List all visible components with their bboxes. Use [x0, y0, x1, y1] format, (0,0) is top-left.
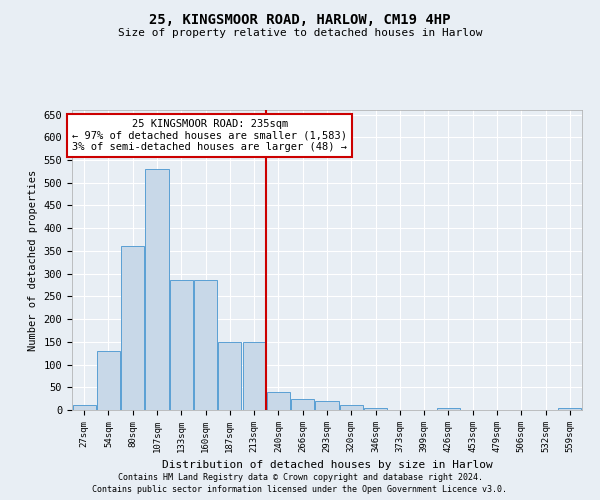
Text: Size of property relative to detached houses in Harlow: Size of property relative to detached ho… [118, 28, 482, 38]
Text: 25, KINGSMOOR ROAD, HARLOW, CM19 4HP: 25, KINGSMOOR ROAD, HARLOW, CM19 4HP [149, 12, 451, 26]
Bar [194, 280, 217, 410]
Bar [218, 342, 241, 410]
X-axis label: Distribution of detached houses by size in Harlow: Distribution of detached houses by size … [161, 460, 493, 470]
Text: 25 KINGSMOOR ROAD: 235sqm
← 97% of detached houses are smaller (1,583)
3% of sem: 25 KINGSMOOR ROAD: 235sqm ← 97% of detac… [72, 119, 347, 152]
Bar [267, 392, 290, 410]
Bar [316, 401, 338, 410]
Bar [73, 406, 95, 410]
Y-axis label: Number of detached properties: Number of detached properties [28, 170, 38, 350]
Bar [291, 398, 314, 410]
Text: Contains HM Land Registry data © Crown copyright and database right 2024.: Contains HM Land Registry data © Crown c… [118, 472, 482, 482]
Bar [145, 169, 169, 410]
Text: Contains public sector information licensed under the Open Government Licence v3: Contains public sector information licen… [92, 485, 508, 494]
Bar [97, 351, 120, 410]
Bar [340, 406, 363, 410]
Bar [242, 342, 266, 410]
Bar [559, 408, 581, 410]
Bar [364, 408, 387, 410]
Bar [437, 408, 460, 410]
Bar [121, 246, 144, 410]
Bar [170, 280, 193, 410]
